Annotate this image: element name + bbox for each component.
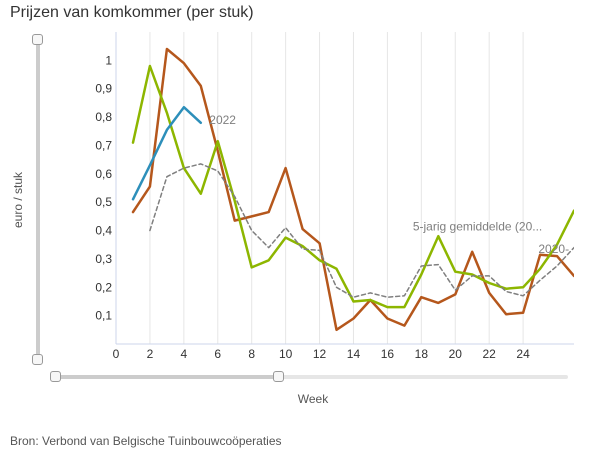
horizontal-range-selected[interactable] — [55, 375, 279, 379]
series-lines — [131, 47, 574, 332]
y-tick-label-3: 0,4 — [95, 224, 112, 238]
series-label-2: 2020- — [538, 242, 569, 256]
series-label-0: 2022 — [209, 113, 236, 127]
y-tick-label-7: 0,8 — [95, 110, 112, 124]
x-tick-label-0: 0 — [113, 347, 120, 361]
series-label-1: 5-jarig gemiddelde (20... — [413, 220, 542, 234]
y-tick-label-4: 0,5 — [95, 195, 112, 209]
x-tick-label-2: 2 — [147, 347, 154, 361]
x-tick-label-16: 16 — [381, 347, 395, 361]
horizontal-range-slider-track[interactable] — [55, 375, 568, 379]
vertical-slider-bottom-handle[interactable] — [32, 354, 43, 365]
series-line-3 — [149, 163, 574, 298]
y-tick-label-6: 0,7 — [95, 138, 112, 152]
x-tick-label-10: 10 — [279, 347, 293, 361]
y-tick-label-5: 0,6 — [95, 167, 112, 181]
source-note: Bron: Verbond van Belgische Tuinbouwcoöp… — [10, 434, 282, 448]
series-line-0 — [131, 47, 574, 332]
series-labels: 2022 5-jarig gemiddelde (20... 2020- — [209, 113, 569, 256]
axes — [115, 32, 574, 345]
y-tick-label-0: 0,1 — [95, 309, 112, 323]
y-tick-label-8: 0,9 — [95, 82, 112, 96]
x-tick-label-14: 14 — [347, 347, 361, 361]
x-tick-label-4: 4 — [181, 347, 188, 361]
series-line-2 — [131, 105, 203, 201]
grid-lines — [149, 32, 524, 344]
series-line-1 — [131, 64, 574, 309]
x-tick-label-6: 6 — [214, 347, 221, 361]
x-tick-label-12: 12 — [313, 347, 327, 361]
x-tick-label-22: 22 — [483, 347, 497, 361]
x-tick-label-18: 18 — [415, 347, 429, 361]
x-tick-label-20: 20 — [449, 347, 463, 361]
y-tick-label-2: 0,3 — [95, 252, 112, 266]
vertical-zoom-slider-track[interactable] — [36, 40, 40, 360]
horizontal-slider-right-handle[interactable] — [273, 371, 284, 382]
x-tick-label-24: 24 — [516, 347, 530, 361]
horizontal-slider-left-handle[interactable] — [50, 371, 61, 382]
vertical-slider-top-handle[interactable] — [32, 34, 43, 45]
chart-title: Prijzen van komkommer (per stuk) — [10, 4, 254, 21]
x-axis-label: Week — [297, 392, 329, 406]
y-tick-labels: 0,1 0,2 0,3 0,4 0,5 0,6 0,7 0,8 0,9 1 — [95, 53, 112, 322]
x-tick-labels: 0 2 4 6 8 10 12 14 16 18 20 22 24 — [113, 347, 530, 361]
y-tick-label-1: 0,2 — [95, 280, 112, 294]
x-tick-label-8: 8 — [248, 347, 255, 361]
y-tick-label-9: 1 — [105, 53, 112, 67]
